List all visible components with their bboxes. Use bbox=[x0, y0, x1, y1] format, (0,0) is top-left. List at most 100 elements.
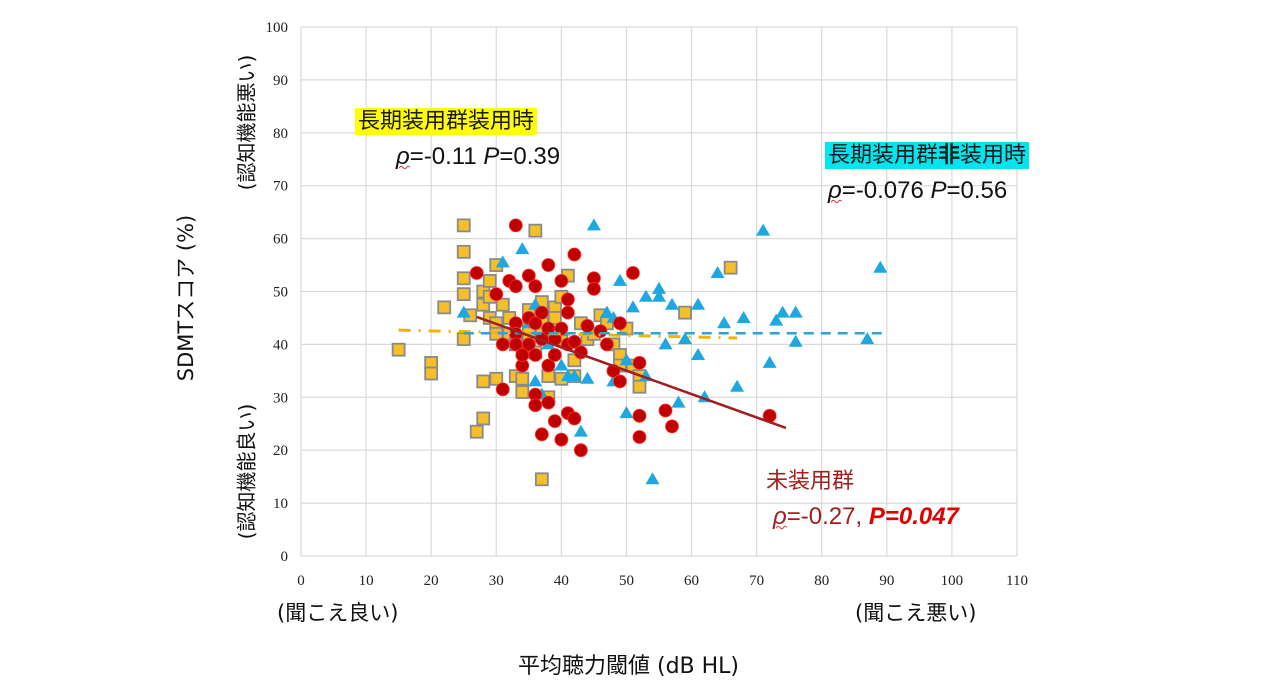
point-worn bbox=[534, 472, 549, 487]
point-non-user bbox=[541, 258, 556, 272]
point-not-worn bbox=[769, 313, 784, 326]
y-tick-label: 60 bbox=[273, 232, 288, 248]
point-non-user bbox=[613, 316, 627, 331]
point-not-worn bbox=[775, 305, 790, 318]
x-tick-label: 30 bbox=[489, 573, 504, 589]
point-not-worn bbox=[515, 242, 530, 255]
point-not-worn bbox=[658, 337, 673, 350]
y-axis-title: SDMTスコア (%) bbox=[174, 214, 198, 382]
x-tick-label: 100 bbox=[941, 573, 964, 589]
rho-symbol: ρ bbox=[396, 143, 410, 170]
x-tick-labels: 0 10 20 30 40 50 60 70 80 90 100 110 bbox=[297, 573, 1028, 589]
point-non-user bbox=[554, 432, 569, 447]
rho-value: =-0.076 bbox=[841, 177, 931, 204]
point-non-user bbox=[534, 305, 549, 320]
point-non-user bbox=[665, 419, 679, 434]
point-non-user bbox=[541, 395, 556, 410]
p-symbol: P bbox=[483, 143, 500, 170]
x-tick-label: 0 bbox=[297, 573, 305, 589]
point-not-worn bbox=[736, 310, 751, 323]
point-non-user bbox=[534, 427, 549, 442]
annotation-worn-label: 長期装用群装用時 bbox=[355, 108, 538, 135]
p-value: =0.56 bbox=[946, 177, 1008, 204]
point-not-worn bbox=[567, 369, 582, 382]
point-non-user bbox=[528, 398, 543, 413]
y-tick-label: 100 bbox=[266, 20, 289, 36]
point-non-user bbox=[560, 305, 575, 320]
point-non-user bbox=[547, 414, 562, 429]
point-worn bbox=[723, 260, 738, 275]
point-not-worn bbox=[599, 305, 614, 318]
point-worn bbox=[515, 371, 530, 386]
y-tick-labels: 0 10 20 30 40 50 60 70 80 90 100 bbox=[266, 20, 289, 565]
point-not-worn bbox=[528, 374, 543, 387]
point-non-user bbox=[613, 374, 627, 389]
point-non-user bbox=[567, 247, 582, 262]
point-non-user bbox=[567, 334, 582, 349]
x-tick-label: 10 bbox=[359, 573, 374, 589]
trend-line bbox=[476, 315, 787, 430]
x-tick-label: 20 bbox=[424, 573, 439, 589]
point-not-worn bbox=[573, 424, 588, 437]
x-tick-label: 50 bbox=[619, 573, 634, 589]
point-worn bbox=[678, 305, 692, 320]
rho-value: =-0.11 bbox=[409, 143, 484, 170]
point-worn bbox=[391, 342, 406, 357]
p-symbol: P bbox=[868, 503, 885, 530]
x-tick-label: 90 bbox=[879, 573, 894, 589]
point-worn bbox=[528, 223, 543, 238]
point-worn bbox=[424, 366, 439, 381]
x-tick-label: 60 bbox=[684, 573, 699, 589]
rho-symbol: ρ bbox=[773, 503, 787, 530]
point-not-worn bbox=[671, 395, 686, 408]
point-worn bbox=[482, 274, 497, 288]
y-tick-label: 30 bbox=[273, 390, 288, 406]
point-worn bbox=[547, 311, 562, 325]
point-non-user bbox=[573, 443, 588, 458]
point-not-worn bbox=[625, 300, 640, 313]
point-not-worn bbox=[860, 332, 875, 345]
point-not-worn bbox=[495, 255, 510, 268]
point-not-worn bbox=[665, 297, 680, 310]
y-tick-label: 0 bbox=[281, 549, 289, 565]
point-non-user bbox=[580, 318, 595, 333]
point-not-worn bbox=[873, 260, 888, 273]
point-non-user bbox=[554, 321, 569, 336]
point-not-worn bbox=[691, 347, 706, 360]
point-not-worn bbox=[554, 358, 569, 371]
x-tick-label: 80 bbox=[814, 573, 829, 589]
p-value: =0.047 bbox=[884, 503, 959, 530]
point-not-worn bbox=[762, 355, 777, 368]
point-not-worn bbox=[456, 305, 471, 318]
point-worn bbox=[456, 287, 471, 302]
point-worn bbox=[469, 424, 484, 439]
point-not-worn bbox=[638, 289, 653, 302]
point-non-user bbox=[567, 411, 582, 426]
point-non-user bbox=[495, 337, 510, 352]
y-tick-label: 20 bbox=[273, 443, 288, 459]
point-non-user bbox=[632, 430, 647, 444]
point-non-user bbox=[600, 337, 614, 352]
point-not-worn bbox=[756, 223, 771, 236]
point-worn bbox=[476, 411, 491, 426]
point-non-user bbox=[508, 279, 523, 294]
y-tick-label: 40 bbox=[273, 337, 288, 353]
point-worn bbox=[515, 385, 530, 399]
point-non-user bbox=[469, 266, 484, 280]
x-tick-label: 110 bbox=[1006, 573, 1028, 589]
point-not-worn bbox=[619, 353, 634, 366]
y-tick-label: 50 bbox=[273, 285, 288, 301]
annotation-non-user-title: 未装用群 bbox=[766, 469, 855, 494]
point-non-user bbox=[515, 348, 530, 362]
y-tick-label: 70 bbox=[273, 179, 288, 195]
point-not-worn bbox=[612, 273, 627, 286]
point-non-user bbox=[528, 316, 543, 331]
point-non-user bbox=[632, 408, 647, 423]
point-non-user bbox=[495, 382, 510, 397]
point-non-user bbox=[528, 348, 543, 362]
x-right-note: (聞こえ悪い) bbox=[855, 601, 977, 625]
point-non-user bbox=[560, 292, 575, 307]
annotation-non-user-stats: ρ=-0.27, P=0.047 bbox=[773, 503, 959, 531]
point-non-user bbox=[547, 348, 562, 362]
label-part: 長期装用群 bbox=[828, 143, 939, 168]
